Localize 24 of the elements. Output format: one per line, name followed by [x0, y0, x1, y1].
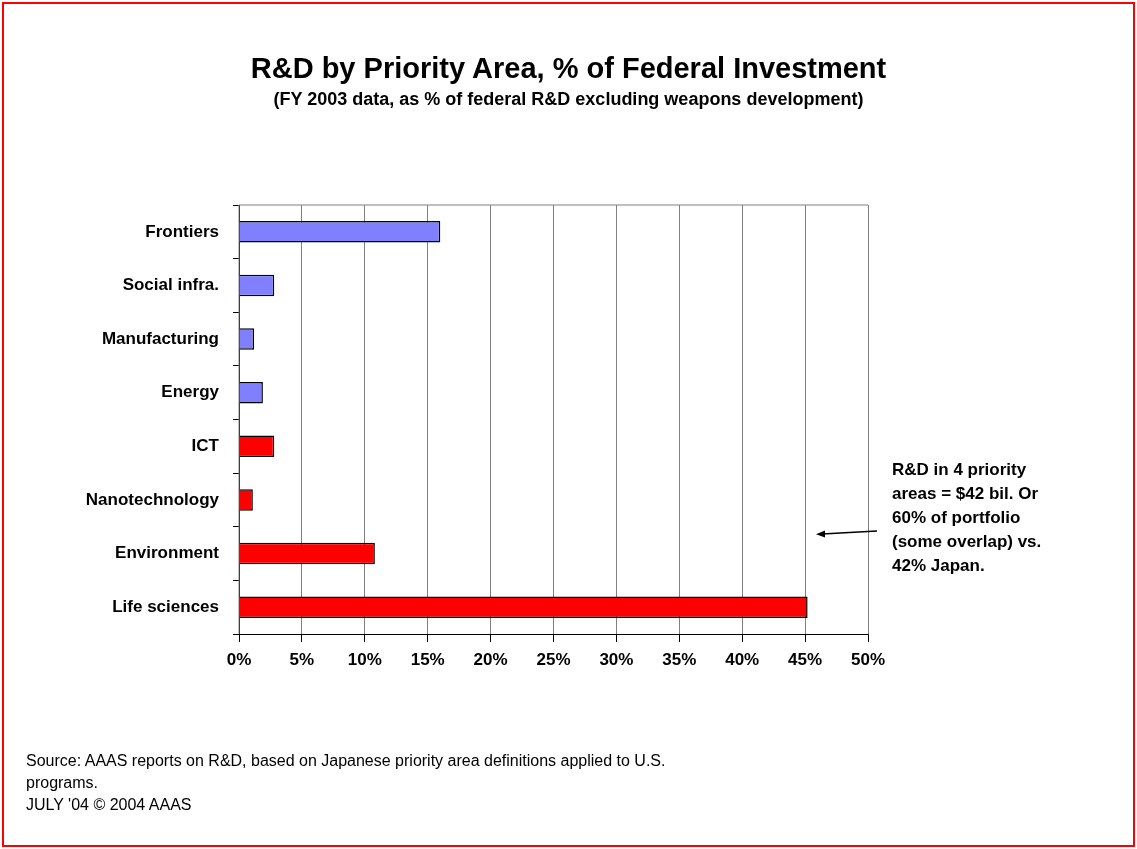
y-tick-label: ICT	[191, 436, 220, 455]
y-tick-label: Life sciences	[112, 596, 219, 616]
y-tick-label: Energy	[161, 382, 220, 402]
y-tick-label: Frontiers	[145, 221, 219, 241]
source-note: Source: AAAS reports on R&D, based on Japanese priority area definitions applied to U.S. programs.	[26, 751, 667, 793]
x-tick-label: 35%	[662, 649, 697, 669]
x-tick-label: 30%	[599, 649, 634, 669]
x-tick-label: 5%	[289, 649, 315, 669]
y-tick-label: Nanotechnology	[85, 489, 220, 509]
y-tick-label: Social infra.	[122, 275, 219, 295]
x-tick-label: 15%	[410, 649, 445, 669]
x-tick-label: 45%	[788, 649, 823, 669]
x-tick-label: 10%	[347, 649, 382, 669]
text: JULY '04 © 2004 AAAS	[26, 795, 193, 815]
y-tick-label: Environment	[115, 543, 220, 563]
x-tick-label: 20%	[473, 649, 508, 669]
x-tick-label: 50%	[850, 649, 886, 669]
y-tick-label: Manufacturing	[101, 328, 219, 348]
x-tick-label: 25%	[536, 649, 571, 669]
x-tick-label: 0%	[226, 649, 252, 669]
x-tick-label: 40%	[725, 649, 760, 669]
text: R&D in 4 priority areas = $42 bil. Or 60% of portfolio (some overlap) vs. 42% Japan.	[892, 459, 1043, 577]
chart-title: R&D by Priority Area, % of Federal Investment	[249, 52, 888, 85]
chart-subtitle: (FY 2003 data, as % of federal R&D excluding weapons development)	[272, 89, 865, 110]
